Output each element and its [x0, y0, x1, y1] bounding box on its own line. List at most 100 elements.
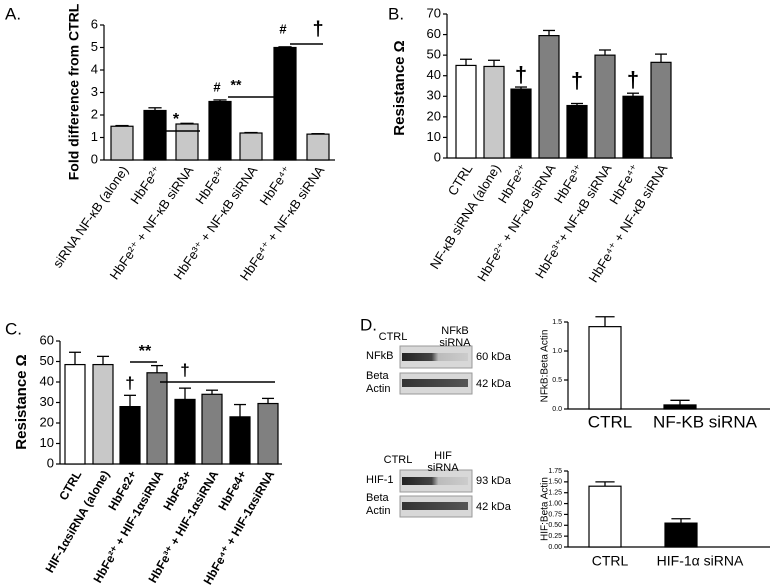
chart: C.Resistance Ω0102030405060CTRLHIF-1αsiR… — [5, 319, 282, 586]
y-tick-label: 3 — [91, 84, 98, 99]
y-tick-label: 1.00 — [548, 500, 562, 507]
bar — [273, 46, 297, 161]
y-tick-label: 0.75 — [548, 511, 562, 518]
bar — [455, 64, 477, 159]
y-tick-label: 30 — [427, 88, 441, 103]
annotation: † — [312, 18, 323, 40]
y-tick-label: 0.0 — [552, 406, 562, 413]
annotation: ** — [139, 343, 152, 360]
band-label: HIF-1 — [366, 474, 394, 486]
y-tick-label: 50 — [427, 47, 441, 62]
y-tick-label: 0 — [91, 151, 98, 166]
annotation: † — [627, 67, 639, 92]
lane-label: CTRL — [384, 454, 413, 466]
x-tick-label: CTRL — [588, 412, 632, 431]
y-tick-label: 1.75 — [548, 468, 562, 475]
x-tick-label: CTRL — [592, 553, 629, 569]
bar — [622, 95, 644, 159]
chart: HIF:Beta Actin 0.00 0.25 0.50 0.75 1.00 1.25 1.… — [540, 468, 770, 569]
y-tick-label: 10 — [40, 435, 54, 450]
bar — [239, 132, 263, 161]
bar — [663, 404, 697, 410]
y-tick-label: 60 — [427, 26, 441, 41]
lane-label: NFkB — [441, 325, 469, 337]
x-tick-label: CTRL — [56, 468, 84, 503]
annotation: † — [515, 62, 527, 87]
y-axis-label: Fold difference from CTRL — [66, 3, 82, 180]
blot-band — [402, 379, 468, 387]
y-tick-label: 2 — [91, 106, 98, 121]
bar — [175, 123, 199, 161]
bar — [257, 402, 279, 465]
annotation: # — [213, 79, 221, 94]
blot-band — [402, 477, 468, 485]
y-tick-label: 4 — [91, 61, 98, 76]
y-tick-label: 1 — [91, 129, 98, 144]
bar — [92, 363, 114, 465]
bar — [306, 133, 330, 161]
y-tick-label: 5 — [91, 39, 98, 54]
bar — [119, 406, 141, 465]
band-label: Beta — [366, 492, 390, 504]
bar — [174, 398, 196, 465]
bar — [588, 326, 622, 410]
y-tick-label: 0.50 — [548, 522, 562, 529]
panel-label: C. — [5, 319, 22, 338]
bar — [588, 485, 622, 548]
y-axis-label: HIF:Beta Actin — [540, 477, 551, 541]
y-tick-label: 0.00 — [548, 544, 562, 551]
x-tick-label: NF-ΚB siRNA — [653, 412, 758, 431]
y-tick-label: 70 — [427, 5, 441, 20]
annotation: † — [571, 68, 583, 93]
y-tick-label: 1.0 — [552, 348, 562, 355]
x-tick-label: HIF-1α siRNA — [657, 553, 744, 569]
chart: A. Fold difference from CTRL 0123456siRNA … — [5, 3, 335, 283]
bar — [208, 100, 232, 161]
band-label: Beta — [366, 370, 390, 382]
bar — [483, 65, 505, 159]
annotation: * — [173, 111, 180, 128]
band-size: 42 kDa — [476, 378, 512, 390]
lane-label: HIF — [434, 450, 452, 462]
bar — [510, 88, 532, 159]
y-tick-label: 20 — [427, 108, 441, 123]
bar — [566, 104, 588, 159]
band-label: Actin — [366, 505, 390, 517]
bar — [201, 393, 223, 465]
y-tick-label: 30 — [40, 394, 54, 409]
y-tick-label: 1.25 — [548, 490, 562, 497]
y-tick-label: 6 — [91, 16, 98, 31]
panel-label: A. — [5, 4, 21, 23]
band-label: Actin — [366, 383, 390, 395]
bar — [229, 416, 251, 465]
annotation: # — [279, 21, 287, 36]
y-tick-label: 40 — [40, 373, 54, 388]
band-size: 60 kDa — [476, 351, 512, 363]
lane-label: siRNA — [427, 462, 459, 474]
y-tick-label: 50 — [40, 353, 54, 368]
y-axis-label: Resistance Ω — [13, 354, 30, 449]
panel-label: D. — [360, 315, 377, 334]
bar — [110, 125, 134, 161]
bar — [538, 34, 560, 159]
annotation: ** — [231, 77, 242, 93]
bar — [146, 372, 168, 465]
y-tick-label: 40 — [427, 67, 441, 82]
y-tick-label: 1.50 — [548, 479, 562, 486]
bar — [650, 61, 672, 159]
y-tick-label: 1.5 — [552, 319, 562, 326]
panel-label: B. — [388, 4, 404, 23]
annotation: † — [125, 373, 134, 392]
blot-band — [402, 502, 468, 510]
band-label: NFkB — [366, 350, 394, 362]
blot-band — [402, 353, 468, 361]
y-tick-label: 60 — [40, 332, 54, 347]
band-size: 93 kDa — [476, 475, 512, 487]
lane-label: CTRL — [379, 331, 408, 343]
bar — [594, 54, 616, 159]
bar — [143, 109, 167, 161]
y-axis-label: Resistance Ω — [391, 40, 408, 135]
